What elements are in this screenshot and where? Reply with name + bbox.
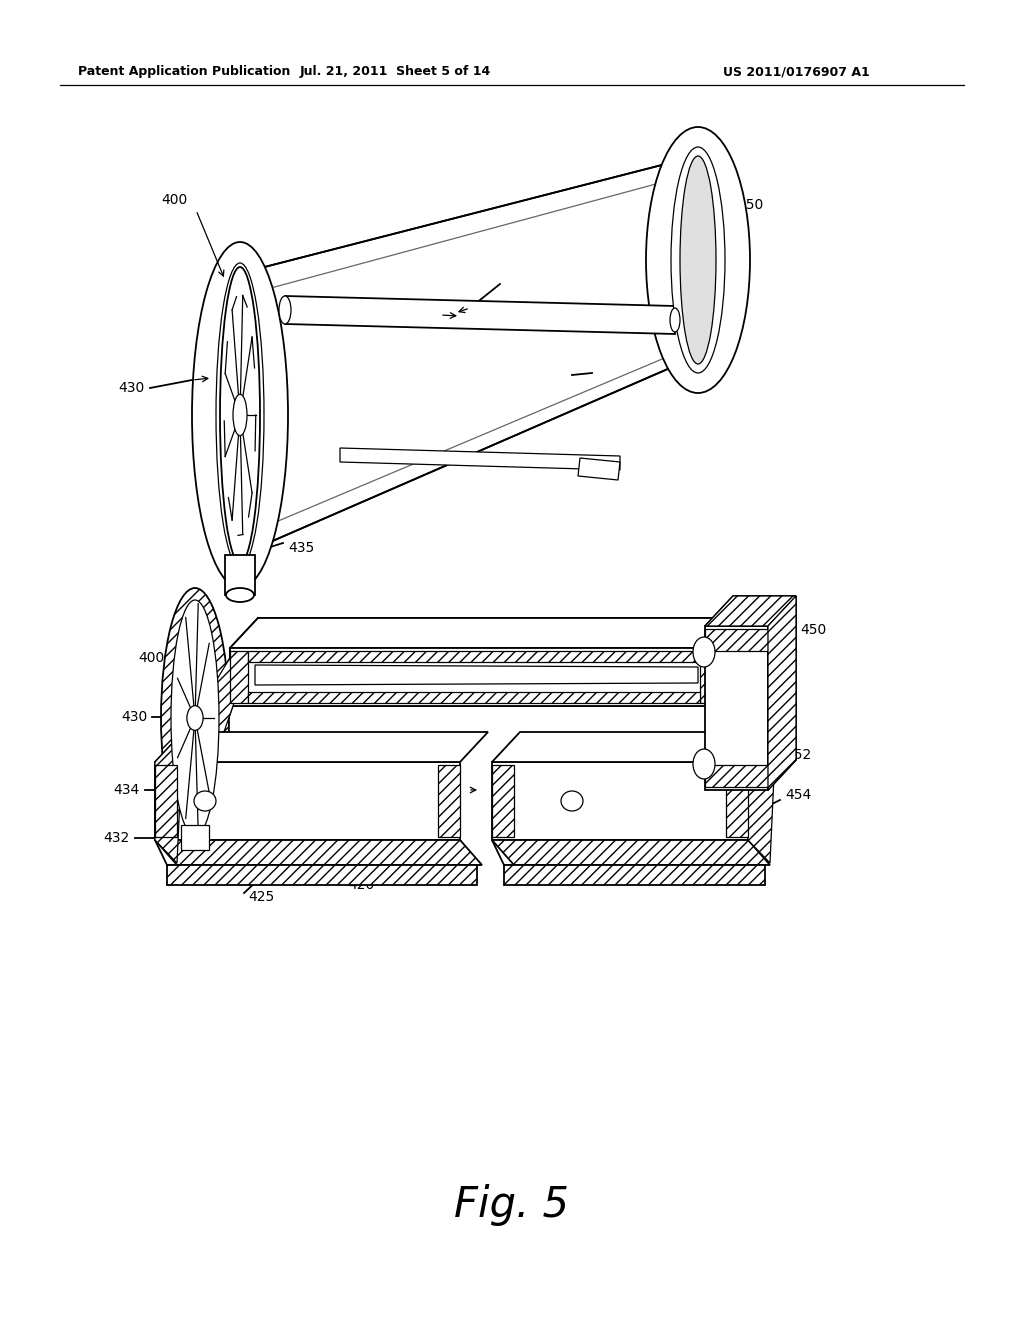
Polygon shape [248, 651, 700, 663]
Polygon shape [718, 618, 746, 706]
Text: 450: 450 [800, 623, 826, 638]
Polygon shape [230, 648, 718, 706]
Polygon shape [705, 626, 768, 789]
Text: 454: 454 [785, 788, 811, 803]
Ellipse shape [233, 395, 247, 436]
Ellipse shape [693, 638, 715, 667]
Text: 400: 400 [162, 193, 188, 207]
Text: 433: 433 [248, 810, 274, 825]
Polygon shape [768, 597, 796, 789]
Polygon shape [255, 665, 698, 685]
Polygon shape [225, 554, 255, 595]
Polygon shape [705, 766, 768, 787]
Polygon shape [705, 630, 768, 651]
Text: 453: 453 [594, 768, 620, 781]
Ellipse shape [216, 263, 264, 568]
Text: US 2011/0176907 A1: US 2011/0176907 A1 [723, 66, 870, 78]
Polygon shape [438, 766, 460, 837]
Ellipse shape [187, 706, 203, 730]
Text: 420: 420 [432, 453, 459, 467]
Polygon shape [700, 651, 718, 704]
Ellipse shape [561, 791, 583, 810]
Text: 400: 400 [138, 651, 165, 665]
Polygon shape [705, 597, 796, 626]
Text: 432: 432 [103, 832, 130, 845]
Polygon shape [285, 296, 675, 334]
Polygon shape [216, 651, 234, 755]
Ellipse shape [226, 587, 254, 602]
Polygon shape [245, 157, 693, 553]
Text: 434: 434 [114, 783, 140, 797]
Text: 420: 420 [348, 878, 374, 892]
Ellipse shape [279, 296, 291, 323]
Polygon shape [155, 840, 482, 865]
Ellipse shape [680, 156, 716, 364]
Text: 426: 426 [690, 851, 717, 865]
Polygon shape [155, 766, 177, 837]
Text: Jul. 21, 2011  Sheet 5 of 14: Jul. 21, 2011 Sheet 5 of 14 [299, 66, 490, 78]
Text: 425: 425 [248, 890, 274, 904]
Text: Patent Application Publication: Patent Application Publication [78, 66, 291, 78]
Ellipse shape [646, 127, 750, 393]
Ellipse shape [671, 147, 725, 374]
Polygon shape [216, 651, 234, 755]
Polygon shape [230, 651, 248, 704]
Text: 430: 430 [119, 381, 145, 395]
Text: 450: 450 [737, 198, 763, 213]
Ellipse shape [193, 242, 288, 587]
Polygon shape [492, 840, 765, 865]
Polygon shape [492, 766, 514, 837]
Polygon shape [155, 733, 488, 762]
Ellipse shape [693, 748, 715, 779]
Ellipse shape [194, 791, 216, 810]
Polygon shape [155, 840, 477, 865]
Text: 410: 410 [598, 363, 625, 378]
Polygon shape [230, 618, 746, 648]
Polygon shape [504, 865, 765, 884]
Polygon shape [492, 840, 770, 865]
Polygon shape [155, 733, 183, 863]
Polygon shape [578, 458, 620, 480]
Polygon shape [492, 733, 776, 762]
Polygon shape [248, 692, 700, 704]
Ellipse shape [220, 267, 260, 564]
Text: 422: 422 [495, 642, 521, 655]
Ellipse shape [161, 587, 229, 847]
Text: 435: 435 [288, 541, 314, 554]
Text: Fig. 5: Fig. 5 [455, 1184, 569, 1226]
Polygon shape [492, 762, 748, 840]
Polygon shape [705, 597, 796, 626]
Polygon shape [748, 733, 776, 863]
Ellipse shape [171, 601, 219, 836]
Text: 424: 424 [613, 623, 640, 638]
Text: 423: 423 [248, 663, 274, 677]
Polygon shape [726, 766, 748, 837]
Polygon shape [340, 447, 620, 470]
Polygon shape [155, 762, 460, 840]
Ellipse shape [670, 308, 680, 333]
Text: 452: 452 [785, 748, 811, 762]
Polygon shape [167, 865, 477, 884]
Polygon shape [768, 597, 796, 789]
Text: 430: 430 [122, 710, 148, 723]
Polygon shape [181, 825, 209, 850]
Text: 422: 422 [505, 273, 531, 286]
